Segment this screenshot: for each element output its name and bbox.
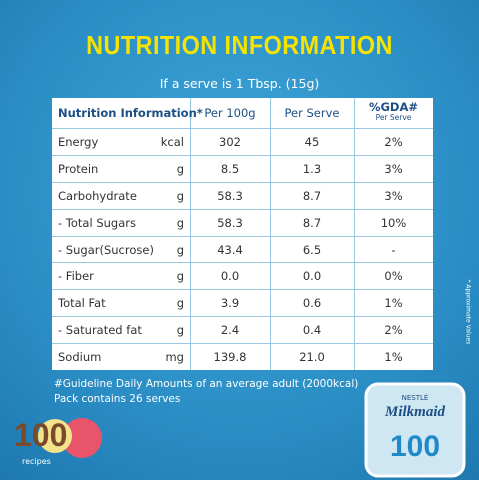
unit: g (176, 296, 184, 311)
column-line (190, 98, 191, 370)
unit: g (176, 215, 184, 230)
table-row: - Sugar(Sucrose) g 43.4 6.5 - (52, 235, 433, 264)
title: NUTRITION INFORMATION (86, 30, 393, 60)
unit: g (176, 323, 184, 338)
gda: 2% (384, 135, 403, 149)
per-serve: 6.5 (302, 242, 322, 257)
row-label: Carbohydrate (58, 188, 137, 203)
per-serve: 21.0 (299, 350, 325, 365)
can-product: Milkmaid (384, 404, 446, 420)
per-serve: 0.4 (302, 323, 322, 338)
gda: 0% (384, 269, 403, 284)
unit: g (176, 242, 184, 257)
table-row: Protein g 8.5 1.3 3% (52, 154, 433, 183)
column-header: Per 100g (204, 106, 256, 120)
per-serve: 45 (304, 135, 320, 149)
gda: 2% (384, 323, 403, 338)
row-label: Energy (58, 135, 99, 149)
row-label: - Sugar(Sucrose) (58, 242, 154, 257)
table-row: - Saturated fat g 2.4 0.4 2% (52, 316, 433, 344)
footnote: #Guideline Daily Amounts of an average a… (54, 378, 359, 390)
decoration (62, 418, 102, 458)
table-row: - Fiber g 0.0 0.0 0% (52, 262, 433, 290)
gda: 1% (384, 350, 403, 365)
per-100g: 58.3 (217, 215, 243, 230)
per-100g: 139.8 (213, 350, 247, 365)
unit: g (176, 269, 184, 284)
column-header: Per Serve (284, 106, 340, 120)
footnote: Pack contains 26 serves (54, 393, 181, 405)
logo-number: 100 (14, 417, 67, 453)
gda: 3% (384, 188, 403, 203)
subtitle: If a serve is 1 Tbsp. (15g) (159, 76, 320, 91)
per-serve: 8.7 (302, 188, 322, 203)
header-row: Nutrition Information* Per 100g Per Serv… (52, 98, 433, 128)
per-100g: 8.5 (220, 161, 240, 176)
per-serve: 1.3 (302, 161, 322, 176)
gda: 1% (384, 296, 403, 311)
per-100g: 43.4 (217, 242, 243, 257)
unit: mg (165, 350, 184, 365)
per-100g: 58.3 (217, 188, 243, 203)
nutrition-table: Nutrition Information* Per 100g Per Serv… (52, 98, 433, 370)
per-serve: 8.7 (302, 215, 322, 230)
row-label: Sodium (58, 350, 102, 365)
unit: g (176, 188, 184, 203)
table-row: Total Fat g 3.9 0.6 1% (52, 289, 433, 317)
column-line (270, 98, 271, 370)
column-header: %GDA# (368, 100, 419, 114)
can-number: 100 (390, 430, 440, 463)
table-row: Energy kcal 302 45 2% (52, 128, 433, 156)
table-row: Carbohydrate g 58.3 8.7 3% (52, 181, 433, 210)
per-serve: 0.6 (302, 296, 322, 311)
gda: - (391, 242, 396, 257)
unit: g (176, 161, 184, 176)
column-line (354, 98, 355, 370)
decoration (38, 419, 72, 453)
column-header: Nutrition Information* (58, 106, 203, 120)
per-100g: 0.0 (220, 269, 240, 284)
gda: 3% (384, 161, 403, 176)
recipes-logo: 100 recipes (14, 417, 102, 466)
row-label: - Fiber (58, 269, 94, 284)
per-100g: 302 (219, 135, 241, 149)
row-label: - Total Sugars (58, 215, 136, 230)
can-brand: NESTLÉ (402, 393, 429, 402)
row-label: - Saturated fat (58, 323, 142, 338)
table-row: Sodium mg 139.8 21.0 1% (52, 343, 433, 371)
per-100g: 3.9 (220, 296, 240, 311)
per-serve: 0.0 (302, 269, 322, 284)
row-label: Total Fat (58, 296, 106, 311)
per-100g: 2.4 (220, 323, 240, 338)
can-body (364, 382, 466, 478)
unit: kcal (160, 135, 184, 149)
milkmaid-can: NESTLÉ Milkmaid 100 (364, 382, 466, 478)
table-row: - Total Sugars g 58.3 8.7 10% (52, 208, 433, 237)
row-label: Protein (58, 161, 99, 176)
side-note: * Approximate Values (464, 279, 472, 345)
gda: 10% (380, 215, 407, 230)
column-subheader: Per Serve (375, 113, 412, 122)
logo-caption: recipes (22, 457, 51, 466)
